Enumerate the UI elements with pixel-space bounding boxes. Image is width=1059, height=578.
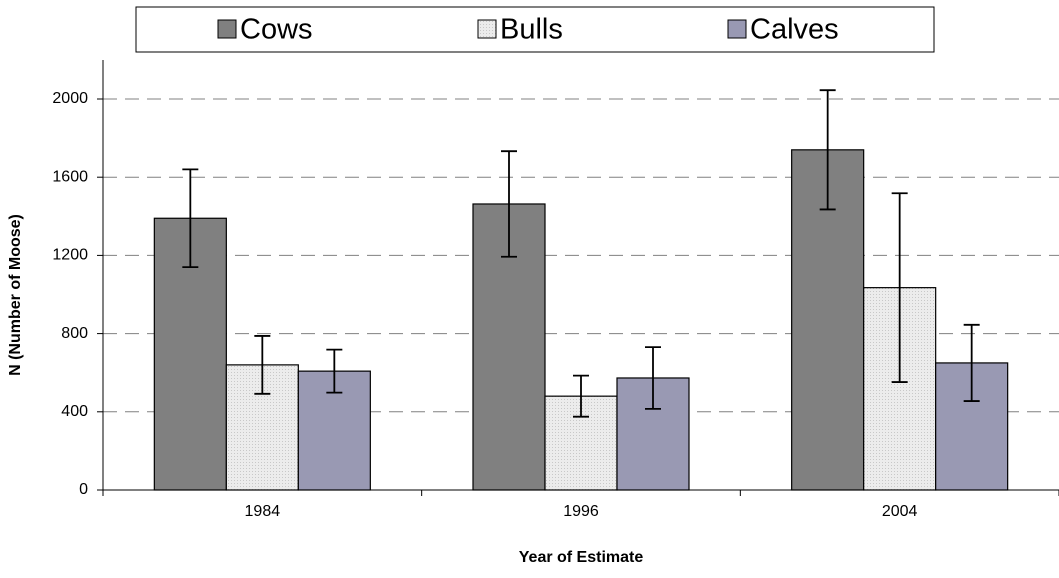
error-bar [254, 335, 271, 395]
x-tick-label: 1984 [245, 503, 281, 520]
x-tick-label: 2004 [882, 503, 918, 520]
error-bar [891, 192, 908, 383]
y-tick-label: 800 [61, 325, 88, 342]
error-bar [182, 168, 199, 269]
legend-label: Cows [240, 14, 313, 46]
legend-label: Bulls [500, 14, 563, 46]
x-axis-title: Year of Estimate [519, 549, 644, 566]
y-tick-label: 400 [61, 403, 88, 420]
error-bar [326, 348, 343, 394]
error-bar [501, 150, 517, 258]
legend-swatch [477, 19, 497, 39]
x-tick-label: 1996 [563, 503, 599, 520]
y-axis-title: N (Number of Moose) [7, 214, 24, 376]
error-bar [573, 374, 589, 418]
y-tick-label: 2000 [52, 90, 88, 107]
error-bar [963, 323, 980, 402]
y-tick-label: 0 [79, 481, 88, 498]
legend-box [135, 6, 935, 53]
bar [153, 217, 227, 491]
error-bar [645, 346, 661, 410]
error-bar [819, 89, 836, 211]
legend-swatch [727, 19, 747, 39]
y-tick-label: 1600 [52, 168, 88, 185]
legend-swatch [217, 19, 237, 39]
legend-label: Calves [750, 14, 839, 46]
y-tick-label: 1200 [52, 247, 88, 264]
